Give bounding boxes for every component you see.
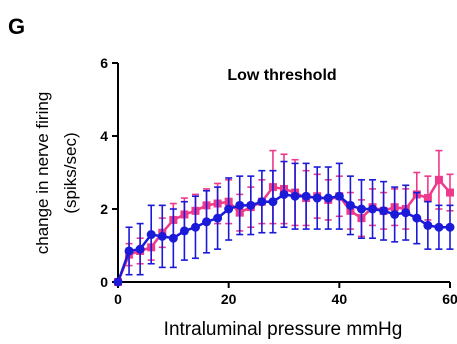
data-point	[434, 222, 444, 232]
x-axis-label: Intraluminal pressure mmHg	[164, 319, 403, 340]
data-point	[190, 222, 200, 232]
data-point	[412, 213, 422, 223]
data-point	[390, 209, 400, 219]
data-point	[423, 220, 433, 230]
data-point	[157, 231, 167, 241]
data-point	[124, 246, 134, 256]
y-tick-label: 4	[100, 128, 108, 144]
series-2	[113, 160, 455, 287]
data-point	[146, 230, 156, 240]
y-axis-label-line-2: (spiks/sec)	[61, 132, 80, 213]
data-point	[401, 208, 411, 218]
panel-label: G	[8, 14, 25, 39]
data-point	[434, 175, 443, 184]
x-tick-label: 40	[332, 291, 348, 307]
data-point	[446, 188, 454, 197]
x-tick-label: 0	[114, 291, 122, 307]
data-point	[213, 213, 223, 223]
data-point	[312, 193, 322, 203]
data-point	[368, 204, 378, 214]
data-point	[334, 191, 344, 201]
y-tick-label: 2	[100, 201, 108, 217]
data-point	[235, 200, 245, 210]
data-point	[301, 191, 311, 201]
x-tick-label: 60	[442, 291, 457, 307]
data-point	[246, 200, 256, 210]
data-point	[345, 200, 355, 210]
data-point	[279, 189, 289, 199]
x-tick-label: 20	[221, 291, 237, 307]
data-point	[202, 217, 212, 227]
chart-title: Low threshold	[227, 67, 336, 84]
plot-area	[113, 149, 455, 287]
y-axis-label-line-1: change in nerve firing	[33, 92, 52, 255]
data-point	[268, 197, 278, 207]
y-axis-label: change in nerve firing (spiks/sec)	[33, 92, 80, 255]
data-point	[135, 244, 145, 254]
data-point	[224, 204, 234, 214]
data-point	[168, 233, 178, 243]
y-tick-label: 6	[100, 55, 108, 71]
data-point	[379, 206, 389, 216]
data-point	[179, 226, 189, 236]
data-point	[290, 191, 300, 201]
data-point	[356, 204, 366, 214]
axis-ticks: 0 20 40 60 0 2 4 6	[100, 55, 457, 307]
y-tick-label: 0	[100, 274, 108, 290]
data-point	[445, 222, 455, 232]
data-point	[257, 197, 267, 207]
data-point	[423, 194, 432, 203]
data-point	[113, 277, 123, 287]
data-point	[323, 193, 333, 203]
